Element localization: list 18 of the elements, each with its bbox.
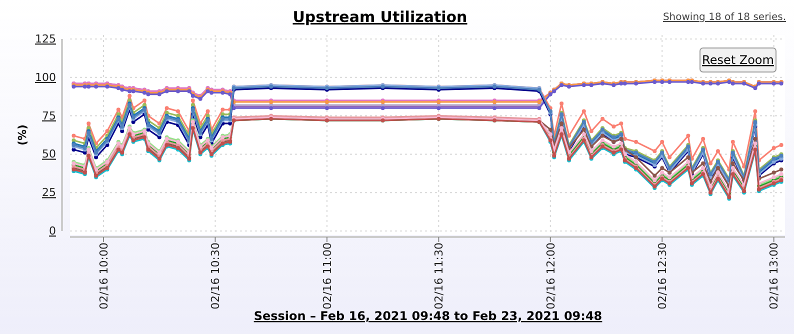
x-tick-label: 02/16 11:30 bbox=[432, 242, 446, 310]
x-tick-label: 02/16 13:00 bbox=[768, 242, 781, 310]
x-tick-label: 02/16 10:00 bbox=[97, 242, 110, 310]
y-axis-title: (%) bbox=[16, 124, 29, 146]
x-tick-label: 02/16 11:00 bbox=[320, 242, 334, 310]
x-axis-title: Session – Feb 16, 2021 09:48 to Feb 23, 2021 09:48 bbox=[254, 309, 602, 323]
text: Showing 18 of 18 series. bbox=[662, 12, 786, 23]
x-tick-label: 02/16 12:30 bbox=[656, 242, 669, 310]
y-tick-label: 50 bbox=[42, 148, 56, 161]
y-tick-label: 25 bbox=[42, 186, 56, 200]
y-tick-label: 100 bbox=[35, 70, 56, 84]
x-tick-label: 02/16 10:30 bbox=[209, 242, 222, 310]
annotation: Reset Zoom bbox=[702, 53, 774, 67]
y-tick-label: 0 bbox=[49, 224, 56, 238]
x-tick-label: 02/16 12:00 bbox=[544, 242, 558, 310]
y-tick-label: 75 bbox=[42, 109, 56, 122]
y-tick-label: 125 bbox=[35, 32, 56, 46]
chart-title: Upstream Utilization bbox=[292, 8, 468, 26]
